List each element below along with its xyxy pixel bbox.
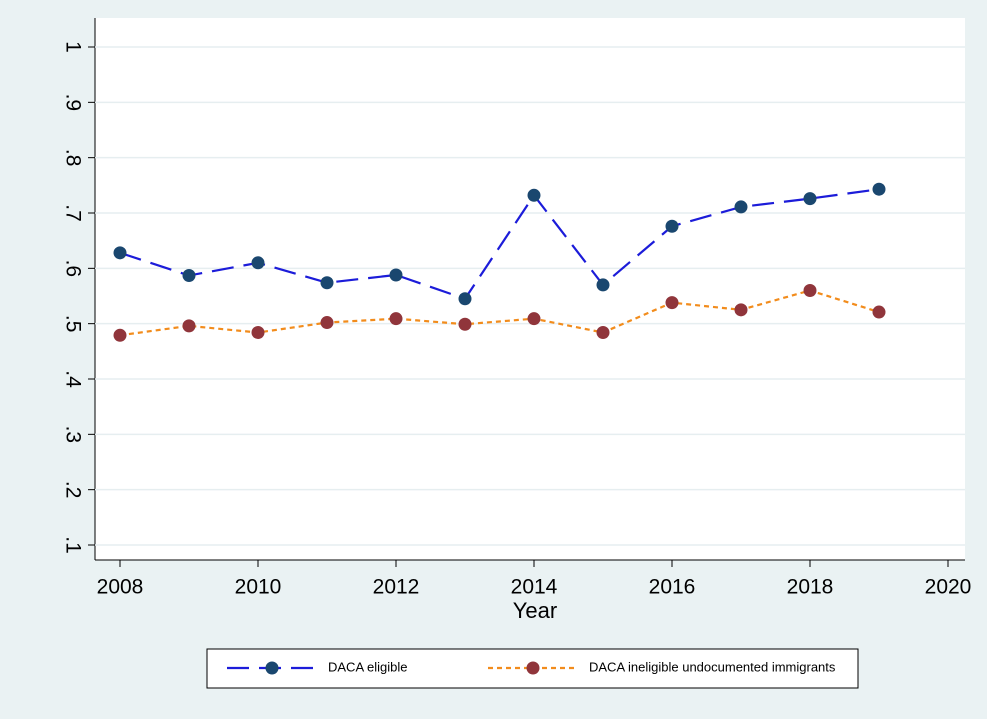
y-tick-label: .8 — [61, 149, 84, 167]
data-point — [665, 296, 679, 310]
x-tick-label: 2016 — [649, 576, 696, 599]
data-point — [320, 316, 334, 330]
x-tick-label: 2020 — [925, 576, 972, 599]
data-point — [389, 312, 403, 326]
data-point — [113, 246, 127, 260]
x-tick-label: 2012 — [373, 576, 420, 599]
data-point — [734, 303, 748, 317]
data-point — [872, 182, 886, 196]
data-point — [182, 269, 196, 283]
series-line — [119, 289, 880, 337]
data-point — [527, 312, 541, 326]
data-point — [803, 192, 817, 206]
x-tick-label: 2018 — [787, 576, 834, 599]
legend-marker — [265, 661, 279, 675]
x-tick-label: 2014 — [511, 576, 558, 599]
data-point — [803, 283, 817, 297]
y-tick-label: .7 — [61, 204, 84, 222]
y-tick-label: .3 — [61, 426, 84, 444]
data-point — [527, 188, 541, 202]
legend-label: DACA eligible — [328, 659, 408, 674]
x-tick-label: 2010 — [235, 576, 282, 599]
data-point — [458, 292, 472, 306]
y-tick-label: .9 — [61, 94, 84, 112]
y-tick-label: 1 — [61, 41, 84, 53]
legend-label: DACA ineligible undocumented immigrants — [589, 659, 836, 674]
data-point — [251, 256, 265, 270]
data-point — [596, 326, 610, 340]
data-point — [596, 278, 610, 292]
data-point — [458, 317, 472, 331]
data-point — [182, 319, 196, 333]
legend-marker — [526, 661, 540, 675]
data-point — [872, 305, 886, 319]
data-point — [665, 219, 679, 233]
y-tick-label: .5 — [61, 315, 84, 333]
data-point — [320, 276, 334, 290]
data-point — [251, 326, 265, 340]
y-tick-label: .6 — [61, 260, 84, 278]
series-line — [119, 188, 880, 301]
y-tick-label: .2 — [61, 481, 84, 499]
x-axis-label: Year — [513, 598, 557, 623]
y-tick-label: .1 — [61, 536, 84, 554]
x-tick-label: 2008 — [97, 576, 144, 599]
plot-area — [95, 18, 965, 560]
data-point — [734, 200, 748, 214]
data-point — [389, 268, 403, 282]
y-tick-label: .4 — [61, 370, 84, 388]
data-point — [113, 328, 127, 342]
